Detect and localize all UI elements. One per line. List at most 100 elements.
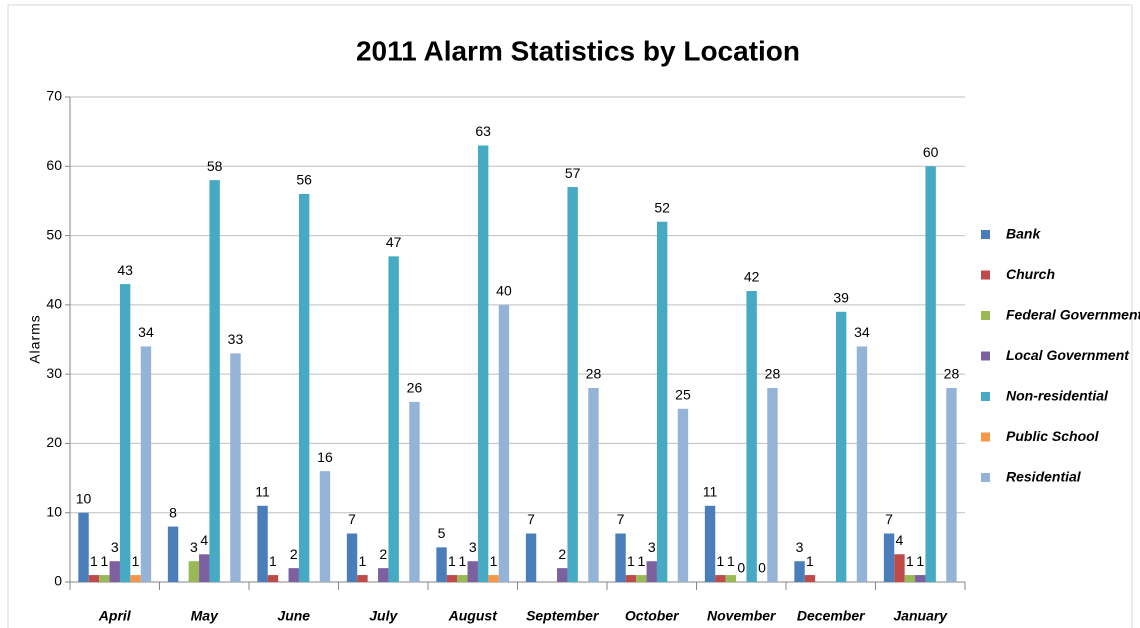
bar bbox=[436, 547, 447, 582]
data-label: 28 bbox=[586, 366, 602, 382]
bar bbox=[915, 575, 926, 582]
data-label: 7 bbox=[885, 511, 893, 527]
data-label: 1 bbox=[906, 553, 914, 569]
data-label: 52 bbox=[654, 199, 670, 215]
legend-label: Local Government bbox=[1006, 347, 1130, 363]
data-label: 1 bbox=[132, 553, 140, 569]
bar bbox=[119, 284, 131, 582]
legend-swatch bbox=[981, 432, 990, 442]
legend-swatch bbox=[981, 392, 990, 401]
bar bbox=[88, 575, 100, 582]
bar bbox=[378, 568, 389, 582]
bar bbox=[883, 533, 895, 582]
x-tick-label: December bbox=[797, 608, 866, 624]
x-tick-label: November bbox=[707, 608, 777, 624]
bar bbox=[677, 408, 689, 582]
data-label: 40 bbox=[496, 283, 512, 299]
bar bbox=[804, 575, 816, 582]
bar bbox=[446, 575, 458, 582]
bar bbox=[835, 311, 847, 582]
bar bbox=[357, 575, 368, 582]
data-label: 28 bbox=[765, 366, 781, 382]
x-tick-label: June bbox=[277, 608, 310, 624]
data-label: 58 bbox=[207, 158, 223, 174]
x-tick-label: October bbox=[625, 608, 680, 624]
x-tick-label: May bbox=[191, 608, 219, 624]
data-label: 2 bbox=[290, 546, 298, 562]
data-label: 1 bbox=[100, 553, 108, 569]
bar bbox=[704, 505, 716, 582]
data-label: 33 bbox=[228, 331, 244, 347]
bar bbox=[746, 291, 757, 582]
data-label: 4 bbox=[896, 532, 904, 548]
data-label: 63 bbox=[475, 123, 491, 139]
x-tick-label: January bbox=[893, 608, 948, 624]
legend-label: Residential bbox=[1006, 469, 1082, 485]
data-label: 1 bbox=[916, 553, 924, 569]
bar bbox=[109, 561, 120, 582]
bar bbox=[636, 575, 647, 582]
bar bbox=[199, 554, 210, 582]
bar bbox=[856, 346, 868, 582]
bar bbox=[625, 575, 637, 582]
bar bbox=[894, 554, 905, 582]
bar bbox=[725, 575, 737, 582]
data-label: 57 bbox=[565, 165, 581, 181]
bar bbox=[230, 353, 241, 582]
bar bbox=[257, 505, 268, 582]
data-label: 11 bbox=[255, 483, 270, 499]
legend-label: Public School bbox=[1006, 428, 1100, 444]
data-label: 1 bbox=[806, 553, 814, 569]
data-label: 56 bbox=[296, 172, 312, 188]
data-label: 0 bbox=[737, 560, 745, 576]
legend-label: Church bbox=[1006, 266, 1055, 282]
data-label: 1 bbox=[717, 553, 725, 569]
y-tick-label: 10 bbox=[46, 503, 62, 519]
data-label: 3 bbox=[190, 539, 198, 555]
legend-swatch bbox=[981, 473, 990, 482]
bar bbox=[557, 568, 568, 582]
bar bbox=[99, 575, 110, 582]
data-label: 1 bbox=[637, 553, 645, 569]
bar bbox=[615, 533, 626, 582]
data-label: 2 bbox=[558, 546, 566, 562]
bar bbox=[498, 304, 510, 582]
data-label: 1 bbox=[448, 553, 456, 569]
chart-title: 2011 Alarm Statistics by Location bbox=[356, 35, 800, 66]
bar bbox=[656, 221, 668, 582]
data-label: 1 bbox=[727, 553, 735, 569]
data-label: 2 bbox=[379, 546, 387, 562]
y-tick-label: 40 bbox=[46, 296, 62, 312]
y-tick-label: 70 bbox=[46, 88, 62, 104]
legend-swatch bbox=[981, 270, 990, 280]
data-label: 3 bbox=[648, 539, 656, 555]
data-label: 5 bbox=[438, 525, 446, 541]
bar bbox=[467, 561, 478, 582]
bar bbox=[140, 346, 152, 582]
data-label: 26 bbox=[407, 380, 423, 396]
bar bbox=[130, 575, 141, 582]
bar bbox=[946, 388, 957, 582]
data-label: 0 bbox=[758, 560, 766, 576]
x-tick-label: September bbox=[526, 608, 600, 624]
legend-swatch bbox=[981, 351, 990, 361]
bar bbox=[646, 561, 657, 582]
data-label: 43 bbox=[117, 262, 133, 278]
bar bbox=[298, 194, 310, 582]
x-tick-label: July bbox=[369, 608, 398, 624]
data-label: 1 bbox=[458, 553, 466, 569]
bar bbox=[794, 561, 805, 582]
bar bbox=[167, 526, 179, 582]
bar bbox=[904, 575, 916, 582]
bar bbox=[767, 388, 778, 582]
bar bbox=[267, 575, 279, 582]
data-label: 34 bbox=[854, 324, 870, 340]
y-tick-label: 50 bbox=[46, 226, 62, 242]
bar bbox=[588, 388, 599, 582]
bar bbox=[457, 575, 468, 582]
y-tick-label: 60 bbox=[46, 157, 62, 173]
data-label: 7 bbox=[527, 511, 535, 527]
data-label: 42 bbox=[744, 269, 760, 285]
data-label: 7 bbox=[617, 511, 625, 527]
